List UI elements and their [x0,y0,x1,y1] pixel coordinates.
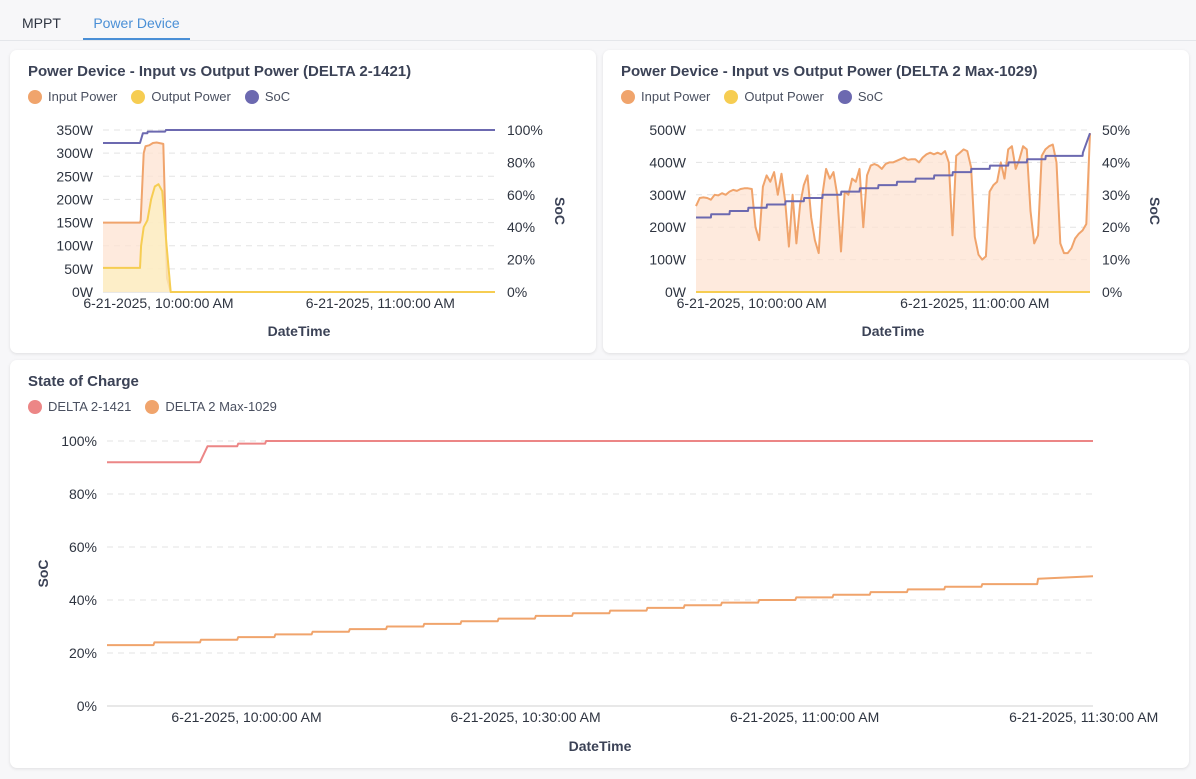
x-axis-label: DateTime [268,323,331,339]
tab-mppt[interactable]: MPPT [22,15,61,31]
y-tick-label: 60% [69,539,97,555]
series-line-soc [103,129,495,144]
y-tick-label: 250W [56,168,93,184]
legend-label: DELTA 2-1421 [48,399,132,414]
legend-label: Input Power [641,89,711,104]
legend-swatch [621,89,635,104]
tab-bar: MPPT Power Device [0,0,1196,41]
series-area-input-power [696,133,1090,292]
legend-item-output-power[interactable]: Output Power [131,89,231,104]
x-axis-label: DateTime [569,738,632,754]
y-right-tick-label: 0% [507,284,527,300]
legend-label: SoC [857,89,884,104]
y-right-tick-label: 40% [507,219,535,235]
x-tick-label: 6-21-2025, 11:30:00 AM [1009,709,1158,725]
chart-legend: DELTA 2-1421 DELTA 2 Max-1029 [28,399,291,414]
legend-swatch [837,89,852,104]
y-tick-label: 0W [665,284,687,300]
series-line-soc [696,132,1091,219]
y-tick-label: 50W [64,261,94,277]
series-line-output-power [103,183,495,293]
legend-item-delta2-1421[interactable]: DELTA 2-1421 [28,399,131,414]
y-right-tick-label: 100% [507,122,543,138]
y-tick-label: 200W [649,219,686,235]
chart-card-delta2max: Power Device - Input vs Output Power (DE… [603,50,1189,353]
y-right-tick-label: 30% [1102,187,1130,203]
y-tick-label: 20% [69,645,97,661]
y-right-tick-label: 20% [507,252,535,268]
y-axis-label: SoC [35,560,51,588]
y-tick-label: 0W [72,284,94,300]
chart-plot-state-of-charge: 0% 20% 40% 60% 80% 100% 6-21-2025, 10:00:00 AM… [35,433,1158,754]
x-tick-label: 6-21-2025, 11:00:00 AM [306,295,455,311]
chart-plot-delta2: 0W 50W 100W 150W 200W 250W 300W 350W 0% 20% 40% 60%… [56,122,568,339]
y-right-tick-label: 20% [1102,219,1130,235]
legend-swatch [28,89,42,104]
y-tick-label: 100W [649,252,686,268]
y-tick-label: 400W [649,154,686,170]
x-tick-label: 6-21-2025, 10:00:00 AM [83,295,233,311]
x-tick-label: 6-21-2025, 10:00:00 AM [171,709,321,725]
tab-power-device[interactable]: Power Device [83,0,190,40]
y-right-tick-label: 40% [1102,154,1130,170]
x-tick-label: 6-21-2025, 11:00:00 AM [730,709,879,725]
legend-item-delta2max-1029[interactable]: DELTA 2 Max-1029 [145,399,277,414]
y-tick-label: 80% [69,486,97,502]
legend-swatch [145,399,160,414]
y-right-axis-label: SoC [552,197,568,225]
chart-title: Power Device - Input vs Output Power (DE… [28,63,412,80]
series-area-output-power [103,184,495,292]
legend-label: Output Power [151,89,231,104]
x-tick-label: 6-21-2025, 11:00:00 AM [900,295,1049,311]
chart-title: State of Charge [28,373,139,390]
legend-swatch [131,89,146,104]
y-tick-label: 150W [56,215,93,231]
legend-item-soc[interactable]: SoC [244,89,291,104]
chart-card-delta2: Power Device - Input vs Output Power (DE… [10,50,596,353]
legend-item-input-power[interactable]: Input Power [28,89,117,104]
legend-item-input-power[interactable]: Input Power [621,89,710,104]
y-right-tick-label: 80% [507,154,535,170]
y-right-tick-label: 10% [1102,252,1130,268]
legend-label: DELTA 2 Max-1029 [165,399,277,414]
x-axis-label: DateTime [862,323,925,339]
y-tick-label: 100% [61,433,97,449]
y-tick-label: 500W [649,122,686,138]
legend-item-soc[interactable]: SoC [837,89,884,104]
chart-card-state-of-charge: State of Charge DELTA 2-1421 DELTA 2 Max… [10,360,1189,768]
legend-swatch [244,89,259,104]
legend-label: Output Power [744,89,824,104]
legend-item-output-power[interactable]: Output Power [724,89,824,104]
x-tick-label: 6-21-2025, 10:00:00 AM [677,295,827,311]
legend-label: Input Power [48,89,118,104]
series-line-delta-2-max-1029 [107,575,1094,647]
y-tick-label: 350W [56,122,93,138]
legend-label: SoC [264,89,291,104]
y-tick-label: 0% [77,698,97,714]
legend-swatch [724,89,739,104]
y-right-axis-label: SoC [1147,197,1163,225]
chart-legend: Input Power Output Power SoC [621,89,897,104]
y-right-tick-label: 50% [1102,122,1130,138]
y-tick-label: 40% [69,592,97,608]
chart-title: Power Device - Input vs Output Power (DE… [621,63,1038,80]
chart-legend: Input Power Output Power SoC [28,89,304,104]
y-right-tick-label: 0% [1102,284,1122,300]
series-line-input-power [695,133,1091,261]
series-line-delta-2-1421 [107,440,1093,464]
legend-swatch [28,399,42,414]
y-tick-label: 300W [56,145,93,161]
y-tick-label: 200W [56,191,93,207]
y-tick-label: 300W [649,187,686,203]
y-tick-label: 100W [56,238,93,254]
chart-plot-delta2max: 0W 100W 200W 300W 400W 500W 0% 10% 20% 30% 40% 50% 6… [649,122,1163,339]
y-right-tick-label: 60% [507,187,535,203]
x-tick-label: 6-21-2025, 10:30:00 AM [450,709,600,725]
